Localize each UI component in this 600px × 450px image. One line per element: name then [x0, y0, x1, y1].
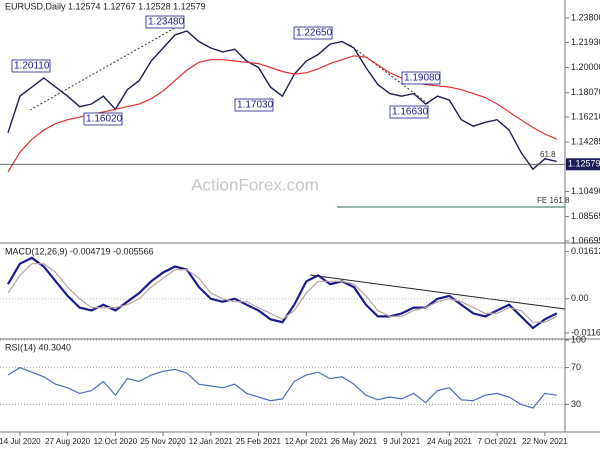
x-tick-label: 7 Oct 2021 — [478, 437, 518, 446]
annotation: 1.19080 — [404, 73, 441, 84]
y-tick-label: 1.08565 — [571, 211, 600, 221]
y-tick-label: 1.20000 — [571, 62, 600, 72]
series-line — [7, 30, 557, 171]
trend-line — [309, 274, 566, 310]
x-tick-label: 12 Jan 2021 — [189, 437, 234, 446]
y-tick-label: -0.011681 — [571, 327, 600, 337]
x-tick-label: 12 Apr 2021 — [285, 437, 329, 446]
y-tick-label: 0.016122 — [571, 246, 600, 256]
x-tick-label: 9 Jul 2021 — [383, 437, 420, 446]
annotation-box — [389, 105, 429, 119]
chart-title: MACD(12,26,9) -0.004719 -0.005566 — [5, 246, 154, 256]
annotation-box — [401, 71, 441, 85]
annotation-box — [145, 15, 185, 29]
annotation-box — [11, 59, 51, 73]
y-tick-label: 0.00 — [571, 293, 589, 303]
y-tick-label: 1.16210 — [571, 111, 600, 121]
chart-title: RSI(14) 40.3040 — [5, 342, 71, 352]
series-line — [7, 256, 558, 330]
annotation: FE 161.8 — [537, 196, 570, 205]
y-tick-label: 1.18070 — [571, 87, 600, 97]
y-tick-label: 1.23800 — [571, 12, 600, 22]
last-price-box — [566, 158, 600, 171]
annotation: 61.8 — [540, 150, 556, 159]
y-tick-label: 1.14285 — [571, 136, 600, 146]
last-price-label: 1.12579 — [568, 159, 600, 169]
x-tick-label: 24 Aug 2021 — [427, 437, 472, 446]
annotation: 1.16020 — [86, 114, 123, 125]
chart-title: EURUSD,Daily 1.12574 1.12767 1.12528 1.1… — [5, 1, 206, 11]
annotation: 1.16630 — [392, 107, 429, 118]
watermark: ActionForex.com — [191, 175, 319, 194]
series-line — [7, 263, 558, 323]
y-tick-label: 1.10490 — [571, 186, 600, 196]
annotation: 1.23480 — [148, 17, 185, 28]
annotation: 1.17030 — [237, 100, 274, 111]
y-tick-label: 30 — [571, 399, 581, 409]
x-tick-label: 14 Jul 2020 — [0, 437, 41, 446]
annotation: 1.20110 — [14, 61, 50, 72]
annotation: 1.22650 — [296, 28, 333, 39]
x-tick-label: 26 May 2021 — [331, 437, 378, 446]
y-tick-label: 70 — [571, 362, 581, 372]
x-tick-label: 12 Oct 2020 — [94, 437, 138, 446]
x-tick-label: 25 Nov 2020 — [140, 437, 186, 446]
x-tick-label: 22 Nov 2021 — [522, 437, 568, 446]
y-tick-label: 1.21930 — [571, 37, 600, 47]
x-tick-label: 27 Aug 2020 — [45, 437, 90, 446]
dashed-line — [29, 24, 181, 111]
annotation-box — [234, 98, 274, 112]
dashed-line — [349, 44, 431, 106]
y-tick-label: 1.06695 — [571, 235, 600, 245]
y-tick-label: 100 — [571, 334, 586, 344]
series-line — [7, 366, 557, 409]
annotation-box — [293, 26, 333, 40]
annotation-box — [83, 112, 123, 126]
x-tick-label: 25 Feb 2021 — [236, 437, 281, 446]
